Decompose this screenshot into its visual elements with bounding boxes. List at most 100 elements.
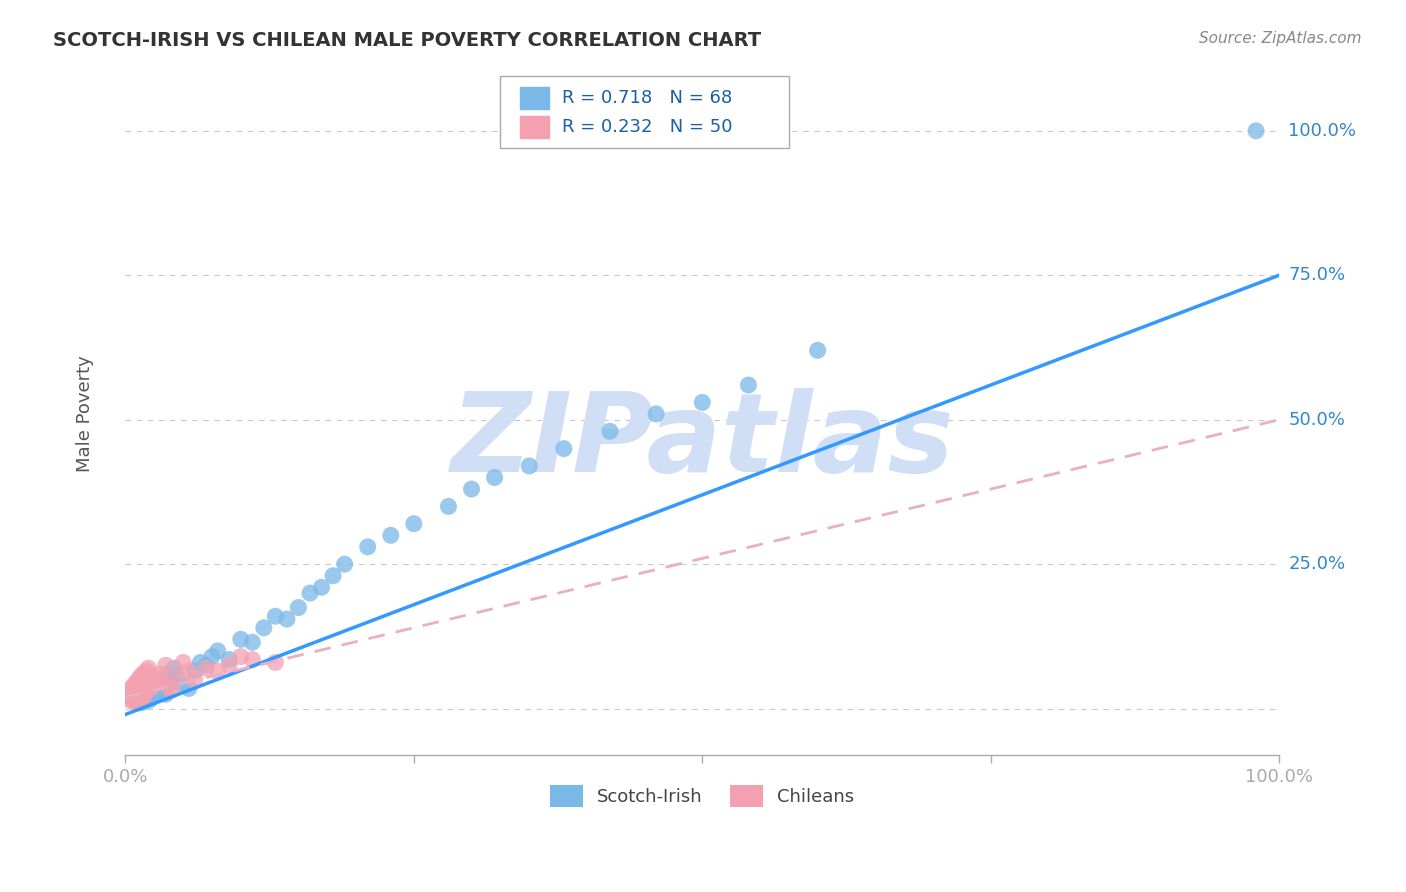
Point (120, 687, 142, 701)
Point (190, 656, 212, 670)
Point (690, 395, 713, 409)
Point (155, 658, 177, 673)
Text: Male Poverty: Male Poverty (76, 356, 94, 473)
Point (183, 664, 205, 678)
Point (157, 667, 180, 681)
Point (229, 649, 252, 664)
Point (807, 343, 830, 358)
Point (132, 687, 155, 701)
Point (264, 656, 287, 670)
Point (131, 691, 153, 706)
Bar (520, 87, 548, 109)
Point (402, 516, 425, 531)
Point (132, 681, 155, 696)
Point (120, 690, 142, 705)
Point (138, 679, 160, 693)
Point (150, 684, 173, 698)
Text: 25.0%: 25.0% (1288, 555, 1346, 574)
Point (125, 684, 148, 698)
Point (195, 661, 218, 675)
Point (160, 675, 183, 690)
Point (138, 693, 160, 707)
Point (121, 684, 143, 698)
Point (207, 644, 229, 658)
Point (138, 679, 160, 693)
Bar (520, 116, 548, 137)
Point (146, 673, 169, 687)
Point (135, 664, 157, 678)
Text: 75.0%: 75.0% (1288, 266, 1346, 285)
Point (155, 687, 177, 701)
Point (645, 407, 668, 421)
Point (118, 690, 141, 705)
Point (218, 652, 240, 666)
Text: R = 0.718   N = 68: R = 0.718 N = 68 (561, 89, 731, 107)
Point (357, 540, 380, 554)
Point (322, 568, 344, 582)
Text: 50.0%: 50.0% (1288, 410, 1346, 429)
Point (172, 679, 194, 693)
Point (737, 378, 759, 392)
Point (253, 621, 276, 635)
Point (166, 670, 188, 684)
Point (195, 658, 218, 673)
Point (553, 442, 575, 456)
Text: ZIPatlas: ZIPatlas (450, 388, 955, 495)
Point (152, 673, 174, 687)
Point (125, 675, 148, 690)
Point (131, 687, 153, 701)
Point (163, 661, 186, 675)
Point (134, 675, 156, 690)
Point (141, 670, 163, 684)
Point (125, 680, 148, 694)
Point (143, 689, 166, 703)
Point (311, 580, 333, 594)
Point (129, 696, 152, 710)
Point (484, 470, 506, 484)
Point (1244, 124, 1267, 138)
Point (136, 680, 159, 694)
Point (124, 691, 146, 706)
Point (128, 677, 150, 691)
Point (132, 689, 155, 703)
Point (138, 687, 160, 701)
Point (122, 689, 145, 703)
Point (129, 670, 152, 684)
Point (129, 684, 152, 698)
Point (127, 690, 149, 705)
Point (139, 684, 162, 698)
Point (121, 691, 143, 706)
Point (139, 681, 162, 696)
Point (298, 586, 321, 600)
Point (177, 681, 200, 696)
Text: R = 0.232   N = 50: R = 0.232 N = 50 (561, 118, 733, 136)
Text: 100.0%: 100.0% (1288, 122, 1357, 140)
Point (517, 458, 540, 473)
Point (150, 675, 173, 690)
Point (138, 661, 160, 675)
Point (134, 685, 156, 699)
Point (229, 632, 252, 647)
Point (287, 600, 309, 615)
Point (124, 685, 146, 699)
Point (129, 685, 152, 699)
Point (201, 649, 224, 664)
Point (160, 683, 183, 698)
Point (125, 695, 148, 709)
Point (166, 670, 188, 684)
Point (276, 612, 298, 626)
Point (146, 677, 169, 691)
Text: Source: ZipAtlas.com: Source: ZipAtlas.com (1198, 31, 1361, 46)
FancyBboxPatch shape (501, 77, 789, 148)
Point (135, 683, 157, 698)
Point (460, 482, 482, 496)
Point (122, 693, 145, 707)
Point (207, 664, 229, 678)
Point (145, 685, 167, 699)
Point (333, 558, 356, 572)
Point (172, 656, 194, 670)
Point (599, 424, 621, 438)
Point (149, 680, 172, 694)
Point (125, 687, 148, 701)
Point (218, 658, 240, 673)
